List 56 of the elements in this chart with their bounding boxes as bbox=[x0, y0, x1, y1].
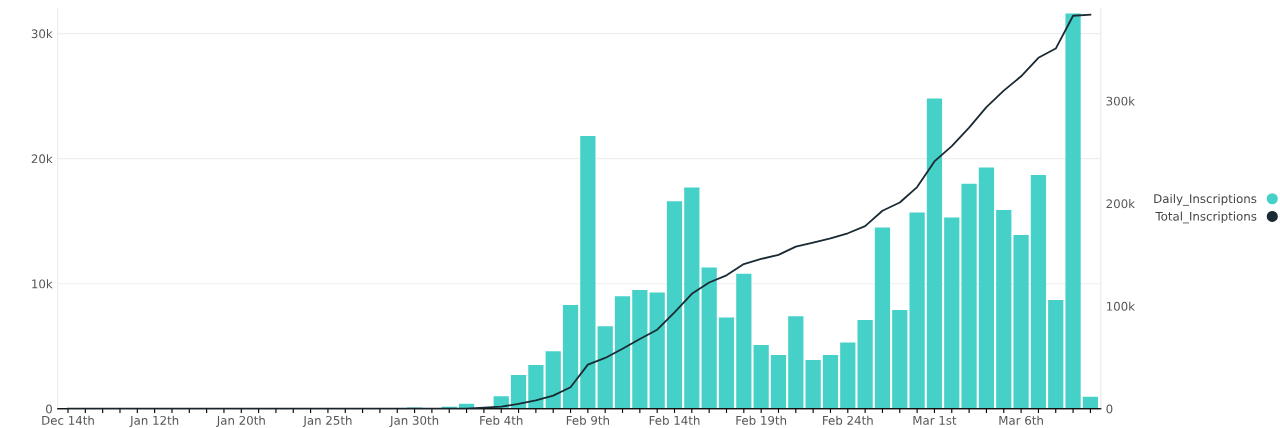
bar bbox=[805, 359, 821, 409]
x-tick-label: Jan 12th bbox=[129, 415, 179, 428]
bar bbox=[736, 273, 752, 409]
x-tick-label: Feb 24th bbox=[823, 415, 873, 425]
y2-tick-label: 300k bbox=[1106, 96, 1135, 106]
bar bbox=[545, 351, 561, 409]
bar bbox=[753, 344, 769, 409]
bar bbox=[718, 317, 735, 409]
y-tick-label: 10k bbox=[32, 279, 53, 289]
bar bbox=[684, 187, 700, 409]
x-tick-label: Jan 20th bbox=[216, 415, 265, 428]
bar bbox=[909, 212, 925, 409]
bar bbox=[597, 326, 613, 409]
legend-label: Daily_Inscriptions bbox=[1154, 193, 1257, 206]
bar bbox=[770, 354, 787, 409]
bar bbox=[1065, 13, 1081, 409]
bar bbox=[1013, 234, 1029, 409]
bar bbox=[944, 217, 960, 409]
legend-label: Total_Inscriptions bbox=[1155, 211, 1257, 224]
bar bbox=[528, 364, 544, 409]
bar bbox=[788, 316, 804, 409]
bar bbox=[580, 136, 596, 409]
bar bbox=[822, 354, 839, 409]
y2-tick-label: 0 bbox=[1106, 404, 1113, 414]
bar bbox=[562, 304, 579, 409]
x-tick-label: Jan 25th bbox=[302, 415, 352, 428]
bar bbox=[701, 267, 717, 409]
x-tick-label: Mar 6th bbox=[999, 415, 1043, 425]
bar bbox=[961, 183, 977, 409]
x-tick-label: Dec 14th bbox=[42, 415, 94, 425]
bar bbox=[874, 227, 891, 409]
bar bbox=[892, 309, 908, 409]
bar bbox=[857, 319, 873, 409]
bar bbox=[614, 296, 631, 409]
x-tick-label: Mar 1st bbox=[913, 416, 957, 425]
x-tick-label: Feb 19th bbox=[736, 415, 787, 425]
y-tick-label: 30k bbox=[31, 29, 53, 39]
y-tick-label: 20k bbox=[31, 154, 53, 164]
bar bbox=[510, 374, 527, 409]
x-tick-label: Feb 4th bbox=[480, 415, 523, 425]
y-tick-label: 0 bbox=[46, 404, 52, 414]
bar bbox=[840, 342, 856, 409]
bar bbox=[978, 167, 995, 409]
x-tick-label: Feb 9th bbox=[566, 415, 609, 425]
bar bbox=[632, 289, 648, 409]
bar bbox=[666, 201, 683, 409]
bar bbox=[1030, 174, 1047, 409]
x-tick-label: Feb 14th bbox=[649, 415, 700, 425]
y2-tick-label: 100k bbox=[1106, 301, 1135, 311]
bar bbox=[996, 209, 1012, 409]
y2-tick-label: 200k bbox=[1106, 199, 1135, 209]
bar bbox=[649, 292, 665, 409]
bar bbox=[1082, 396, 1099, 409]
bar bbox=[1048, 299, 1064, 409]
x-tick-label: Jan 30th bbox=[389, 415, 439, 428]
bar bbox=[926, 98, 943, 409]
